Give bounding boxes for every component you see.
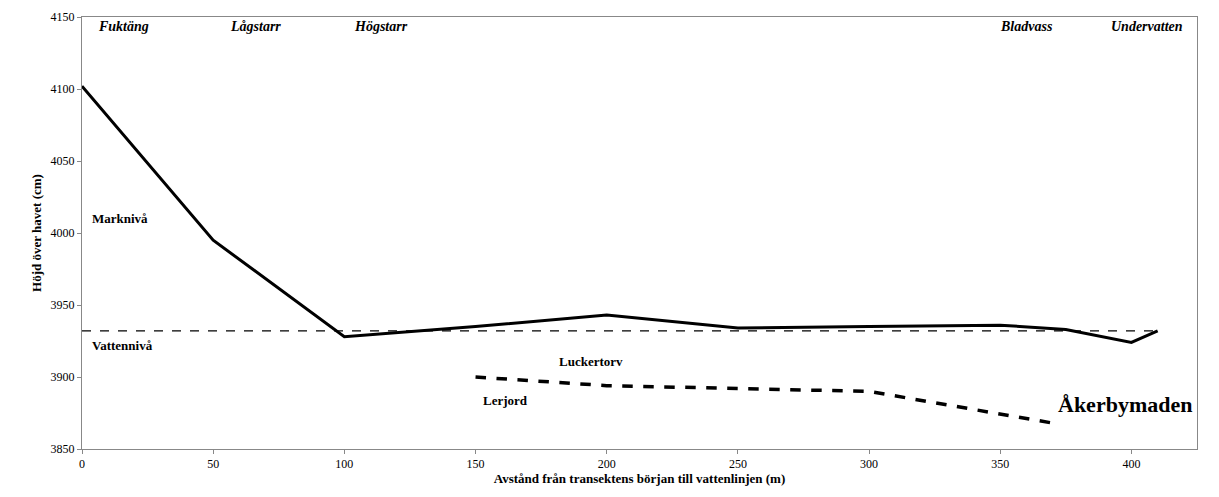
svg-text:150: 150 (467, 457, 485, 471)
svg-text:400: 400 (1122, 457, 1140, 471)
svg-text:Åkerbymaden: Åkerbymaden (1058, 392, 1192, 417)
svg-text:350: 350 (991, 457, 1009, 471)
svg-text:4000: 4000 (51, 226, 75, 240)
svg-text:Undervatten: Undervatten (1111, 19, 1183, 34)
svg-text:Högstarr: Högstarr (354, 19, 408, 34)
svg-text:Marknivå: Marknivå (92, 211, 148, 226)
svg-text:3950: 3950 (51, 298, 75, 312)
svg-text:Bladvass: Bladvass (1000, 19, 1053, 34)
svg-text:Lerjord: Lerjord (483, 393, 528, 408)
svg-text:0: 0 (79, 457, 85, 471)
svg-text:Fuktäng: Fuktäng (98, 19, 149, 34)
svg-text:200: 200 (598, 457, 616, 471)
svg-text:4050: 4050 (51, 154, 75, 168)
svg-text:Avstånd från transektens börja: Avstånd från transektens början till vat… (494, 471, 786, 486)
svg-text:3900: 3900 (51, 370, 75, 384)
svg-text:3850: 3850 (51, 442, 75, 456)
svg-text:250: 250 (729, 457, 747, 471)
svg-text:Lågstarr: Lågstarr (230, 19, 281, 34)
svg-text:4150: 4150 (51, 10, 75, 24)
svg-text:Höjd över havet (cm): Höjd över havet (cm) (29, 174, 44, 292)
svg-text:50: 50 (207, 457, 219, 471)
svg-text:300: 300 (860, 457, 878, 471)
svg-text:100: 100 (335, 457, 353, 471)
svg-text:4100: 4100 (51, 82, 75, 96)
svg-text:Vattennivå: Vattennivå (92, 338, 153, 353)
svg-text:Luckertorv: Luckertorv (559, 354, 623, 369)
